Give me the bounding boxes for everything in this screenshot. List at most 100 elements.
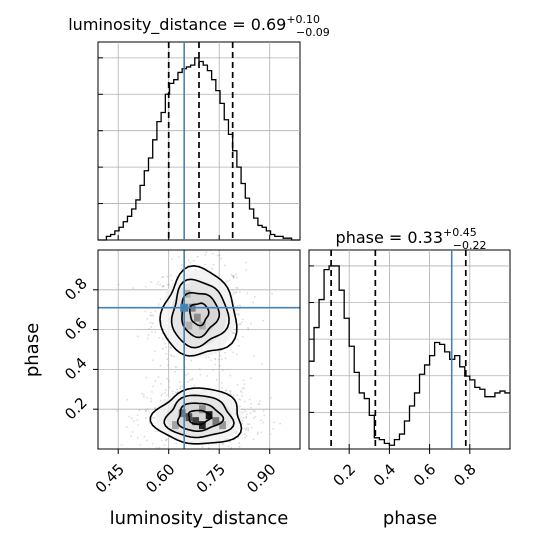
sample-point bbox=[271, 292, 273, 295]
sample-point bbox=[241, 408, 243, 411]
sample-point bbox=[247, 427, 250, 430]
sample-point bbox=[152, 314, 154, 317]
sample-point bbox=[181, 450, 183, 452]
phase-histogram-steps bbox=[309, 265, 510, 446]
sample-point bbox=[189, 450, 191, 452]
density-cell-12 bbox=[172, 421, 179, 430]
sample-point bbox=[221, 443, 224, 446]
sample-point bbox=[273, 421, 276, 424]
sample-point bbox=[164, 391, 166, 394]
sample-point bbox=[232, 331, 234, 334]
sample-point bbox=[162, 285, 165, 287]
sample-point bbox=[232, 291, 235, 294]
sample-point bbox=[247, 327, 249, 329]
sample-point bbox=[252, 438, 255, 441]
sample-point bbox=[137, 424, 139, 427]
sample-point bbox=[170, 353, 173, 356]
sample-point bbox=[221, 381, 223, 384]
sample-point bbox=[250, 322, 252, 325]
sample-point bbox=[236, 287, 239, 289]
sample-point bbox=[198, 454, 200, 456]
sample-point bbox=[213, 357, 216, 360]
sample-point bbox=[234, 292, 237, 294]
sample-point bbox=[149, 311, 152, 314]
sample-point bbox=[221, 386, 223, 389]
sample-point bbox=[231, 275, 234, 277]
sample-point bbox=[158, 446, 161, 449]
sample-point bbox=[164, 439, 167, 442]
sample-point bbox=[239, 390, 242, 392]
sample-point bbox=[204, 263, 207, 266]
sample-point bbox=[238, 442, 240, 445]
phase-xtick-label-2: 0.6 bbox=[410, 460, 440, 490]
sample-point bbox=[216, 254, 219, 257]
sample-point bbox=[239, 323, 242, 325]
sample-point bbox=[199, 373, 202, 376]
sample-point bbox=[168, 386, 171, 389]
sample-point bbox=[206, 374, 209, 377]
sample-point bbox=[159, 298, 162, 301]
sample-point bbox=[257, 403, 260, 406]
contour-line-mode-1-level-0 bbox=[187, 409, 213, 426]
sample-point bbox=[180, 264, 183, 266]
sample-point bbox=[164, 342, 166, 345]
density-cell-8 bbox=[199, 421, 206, 430]
sample-point bbox=[200, 452, 202, 454]
sample-point bbox=[239, 398, 242, 401]
sample-point bbox=[186, 452, 188, 454]
sample-point bbox=[212, 458, 214, 460]
sample-point bbox=[192, 259, 195, 262]
sample-point bbox=[249, 412, 252, 415]
sample-point bbox=[246, 413, 248, 416]
sample-point bbox=[144, 417, 147, 420]
sample-point bbox=[136, 414, 139, 416]
sample-point bbox=[243, 387, 246, 389]
sample-point bbox=[253, 417, 255, 420]
sample-point bbox=[161, 347, 164, 350]
sample-point bbox=[260, 431, 263, 434]
sample-point bbox=[160, 319, 163, 322]
sample-point bbox=[136, 419, 139, 422]
sample-point bbox=[165, 439, 168, 441]
sample-point bbox=[164, 389, 167, 391]
sample-point bbox=[262, 319, 265, 322]
sample-point bbox=[241, 335, 244, 338]
sample-point bbox=[228, 456, 230, 458]
sample-point bbox=[120, 444, 123, 447]
sample-point bbox=[211, 267, 214, 270]
sample-point bbox=[154, 350, 156, 353]
sample-point bbox=[179, 387, 182, 390]
sample-point bbox=[225, 389, 228, 392]
contour-line-mode-0-level-1 bbox=[181, 291, 221, 339]
sample-point bbox=[154, 430, 157, 433]
sample-point bbox=[136, 436, 139, 439]
sample-point bbox=[151, 417, 154, 419]
sample-point bbox=[238, 445, 241, 448]
sample-point bbox=[175, 442, 177, 445]
luminosity-distance-title: luminosity_distance = 0.69+0.10 −0.09 bbox=[68, 13, 330, 39]
phase-histogram-grid bbox=[309, 250, 510, 449]
sample-point bbox=[245, 434, 248, 437]
sample-point bbox=[240, 391, 243, 394]
sample-point bbox=[187, 380, 189, 383]
sample-point bbox=[241, 387, 244, 390]
sample-point bbox=[237, 436, 240, 439]
sample-point bbox=[215, 378, 218, 381]
sample-point bbox=[145, 439, 148, 442]
sample-point bbox=[241, 422, 244, 425]
luminosity-distance-histogram-steps bbox=[98, 57, 300, 241]
sample-point bbox=[182, 452, 184, 454]
sample-point bbox=[166, 275, 169, 278]
sample-point bbox=[252, 301, 255, 304]
sample-point bbox=[185, 374, 187, 377]
sample-point bbox=[239, 291, 241, 294]
sample-point bbox=[214, 358, 217, 361]
sample-point bbox=[187, 259, 190, 262]
sample-point bbox=[174, 370, 176, 373]
joint-ytick-label-0: 0.2 bbox=[61, 394, 91, 424]
sample-point bbox=[240, 321, 243, 323]
sample-point bbox=[235, 291, 238, 294]
sample-point bbox=[161, 439, 163, 442]
sample-point bbox=[236, 353, 238, 356]
contour-line-mode-0-level-0 bbox=[188, 302, 210, 327]
